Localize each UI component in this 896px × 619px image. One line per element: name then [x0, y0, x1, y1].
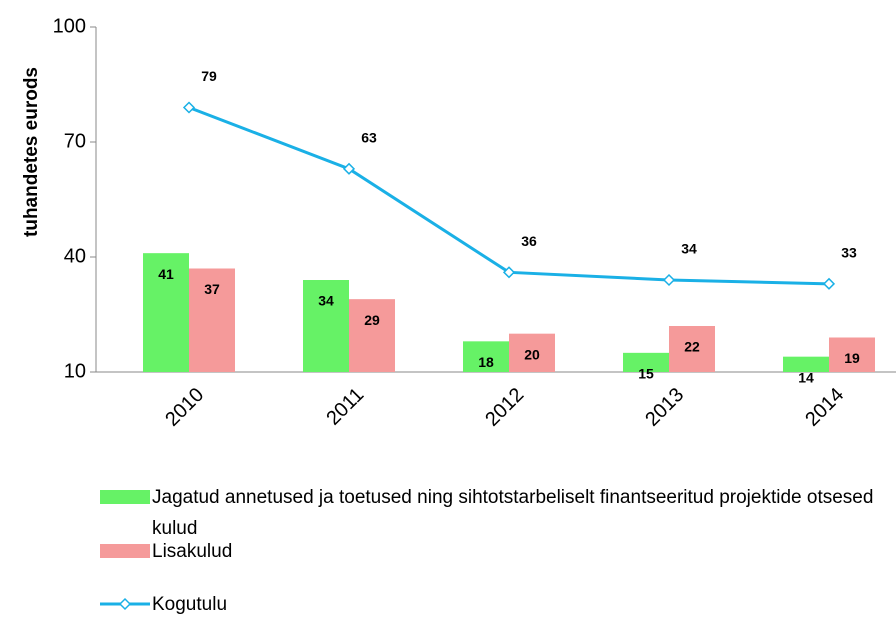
data-label: 14 [798, 369, 814, 385]
bar [189, 268, 235, 372]
data-label: 19 [844, 350, 860, 366]
bar [623, 352, 669, 372]
legend-label: Jagatud annetused ja toetused ning sihto… [152, 487, 874, 539]
line-marker [342, 162, 356, 175]
bar [829, 337, 875, 372]
legend-marker [118, 597, 132, 611]
line-marker [822, 277, 836, 290]
x-tick-label: 2013 [641, 384, 688, 431]
bar [303, 280, 349, 372]
x-tick-label: 2011 [322, 384, 368, 430]
data-label: 15 [638, 366, 654, 382]
x-tick-label: 2014 [801, 384, 848, 431]
y-tick-label: 40 [64, 245, 86, 267]
data-label: 41 [158, 266, 174, 282]
data-label: 34 [681, 241, 697, 257]
y-tick-label: 100 [53, 15, 86, 37]
x-tick-label: 2012 [481, 384, 528, 431]
line-marker [182, 101, 196, 114]
bar [349, 299, 395, 372]
data-label: 79 [201, 68, 217, 84]
bar [669, 326, 715, 372]
legend-label: Lisakulud [152, 541, 233, 562]
data-label: 29 [364, 312, 380, 328]
x-tick-label: 2010 [161, 384, 208, 431]
line [188, 106, 830, 286]
data-label: 63 [361, 130, 377, 146]
data-label: 20 [524, 346, 540, 362]
data-label: 34 [318, 293, 334, 309]
legend-swatch [100, 490, 150, 504]
data-label: 22 [684, 339, 700, 355]
bar [783, 356, 829, 372]
line-marker [662, 273, 676, 287]
data-label: 33 [841, 245, 857, 261]
legend-label: Kogutulu [152, 594, 228, 615]
y-axis-title: tuhandetes eurods [21, 67, 42, 237]
data-label: 36 [521, 233, 537, 249]
bar [143, 253, 189, 372]
bar [463, 341, 509, 372]
data-label: 37 [204, 281, 220, 297]
y-tick-label: 70 [64, 130, 86, 152]
y-tick-label: 10 [64, 360, 86, 382]
data-label: 18 [478, 354, 494, 370]
line-marker [502, 266, 516, 279]
legend-swatch [100, 544, 150, 558]
bar [509, 333, 555, 372]
